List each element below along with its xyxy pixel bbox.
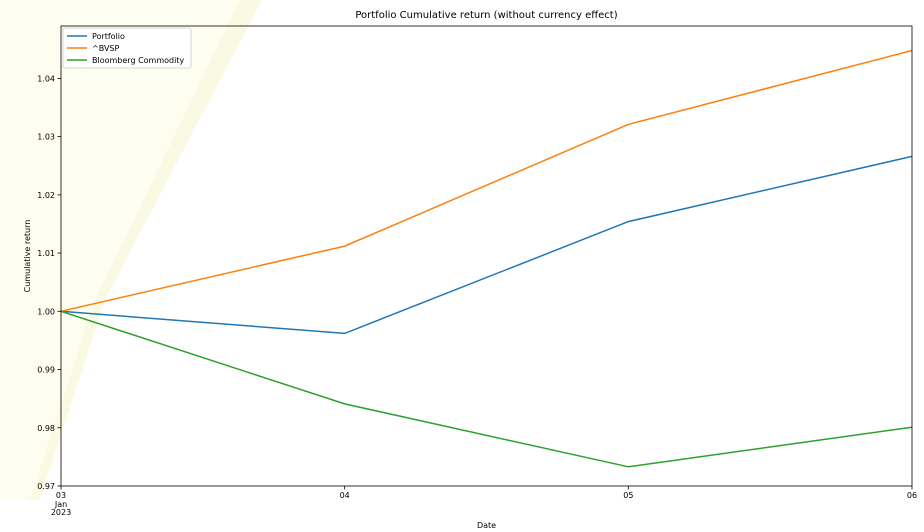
x-tick-label: 03: [56, 491, 66, 500]
legend: Portfolio ^BVSP Bloomberg Commodity: [62, 27, 192, 69]
y-tick-label: 0.99: [37, 366, 55, 375]
series-layer: [60, 49, 913, 468]
chart-title: Portfolio Cumulative return (without cur…: [355, 10, 617, 21]
y-tick-label: 0.98: [37, 424, 55, 433]
y-tick-label: 1.00: [37, 307, 55, 316]
x-tick-sublabel: Jan: [54, 500, 67, 509]
y-tick-label: 1.02: [37, 191, 55, 200]
x-tick-sublabel: 2023: [51, 508, 71, 517]
y-tick-label: 1.01: [37, 249, 55, 258]
x-axis-label: Date: [477, 521, 496, 530]
series-line-1: [60, 49, 913, 313]
background-watermark: [0, 0, 262, 500]
y-axis: 0.97 0.98 0.99 1.00 1.01 1.02 1.03 1.04: [37, 74, 61, 491]
series-line-2: [60, 310, 913, 468]
y-axis-label: Cumulative return: [23, 220, 32, 293]
series-line-0: [60, 155, 913, 335]
y-tick-label: 1.04: [37, 74, 55, 83]
y-tick-label: 0.97: [37, 482, 55, 491]
plot-frame: [60, 25, 913, 487]
x-tick-label: 05: [623, 491, 633, 500]
legend-box: [62, 27, 192, 69]
x-tick-label: 04: [340, 491, 350, 500]
legend-label: Bloomberg Commodity: [92, 56, 184, 65]
legend-label: ^BVSP: [92, 44, 119, 53]
y-tick-label: 1.03: [37, 133, 55, 142]
legend-label: Portfolio: [92, 32, 125, 41]
x-tick-label: 06: [907, 491, 917, 500]
